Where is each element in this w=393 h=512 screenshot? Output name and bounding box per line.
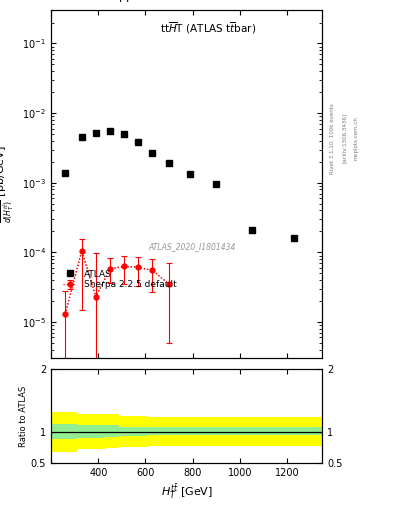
ATLAS (167, 160, 171, 166)
ATLAS (94, 130, 98, 136)
Text: ATLAS_2020_I1801434: ATLAS_2020_I1801434 (149, 243, 236, 251)
Text: tt$\overline{H}$T (ATLAS t$\overline{t}$bar): tt$\overline{H}$T (ATLAS t$\overline{t}$… (160, 20, 257, 36)
ATLAS (150, 150, 155, 156)
Text: [arXiv:1306.3436]: [arXiv:1306.3436] (342, 113, 346, 163)
ATLAS (63, 169, 68, 176)
ATLAS (136, 139, 141, 145)
Y-axis label: $\frac{d\sigma^{t\bar{t}}}{d(H_T^{t\bar{t}})}$ [pb/GeV]: $\frac{d\sigma^{t\bar{t}}}{d(H_T^{t\bar{… (0, 145, 17, 223)
Text: tt: tt (311, 0, 320, 2)
X-axis label: $H_T^{t\bar{t}}$ [GeV]: $H_T^{t\bar{t}}$ [GeV] (161, 482, 213, 501)
ATLAS (188, 170, 193, 177)
ATLAS (214, 181, 219, 187)
Text: 13000 GeV pp: 13000 GeV pp (54, 0, 133, 2)
ATLAS (79, 134, 84, 140)
ATLAS (249, 227, 254, 233)
ATLAS (108, 128, 112, 134)
Text: mcplots.cern.ch: mcplots.cern.ch (353, 116, 358, 160)
Text: Rivet 3.1.10, 100k events: Rivet 3.1.10, 100k events (330, 103, 334, 174)
Line: ATLAS: ATLAS (62, 128, 297, 241)
ATLAS (292, 235, 296, 241)
Legend: ATLAS, Sherpa 2.2.5 default: ATLAS, Sherpa 2.2.5 default (61, 268, 178, 291)
Y-axis label: Ratio to ATLAS: Ratio to ATLAS (19, 386, 28, 446)
ATLAS (122, 131, 127, 137)
